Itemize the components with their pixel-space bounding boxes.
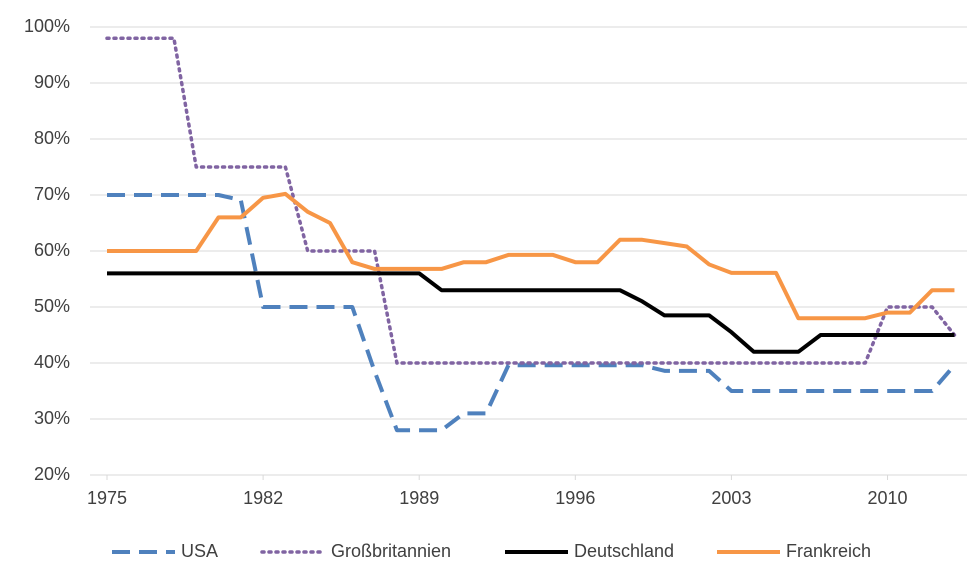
series-line: [105, 36, 957, 365]
x-tick-label: 1996: [555, 488, 595, 508]
y-tick-label: 50%: [34, 296, 70, 316]
x-tick-label: 1982: [243, 488, 283, 508]
series-line: [107, 193, 956, 433]
series-line: [107, 271, 955, 354]
x-tick-label: 2010: [868, 488, 908, 508]
legend-label: USA: [181, 541, 218, 561]
y-tick-label: 30%: [34, 408, 70, 428]
y-tick-label: 20%: [34, 464, 70, 484]
legend-label: Großbritannien: [331, 541, 451, 561]
x-tick-label: 1989: [399, 488, 439, 508]
legend-label: Frankreich: [786, 541, 871, 561]
legend-label: Deutschland: [574, 541, 674, 561]
series-line: [107, 191, 955, 321]
x-tick-label: 1975: [87, 488, 127, 508]
y-tick-label: 40%: [34, 352, 70, 372]
y-tick-label: 70%: [34, 184, 70, 204]
y-tick-label: 60%: [34, 240, 70, 260]
y-tick-label: 80%: [34, 128, 70, 148]
plot-area: [105, 36, 957, 433]
y-tick-label: 90%: [34, 72, 70, 92]
y-tick-label: 100%: [24, 16, 70, 36]
x-tick-label: 2003: [711, 488, 751, 508]
